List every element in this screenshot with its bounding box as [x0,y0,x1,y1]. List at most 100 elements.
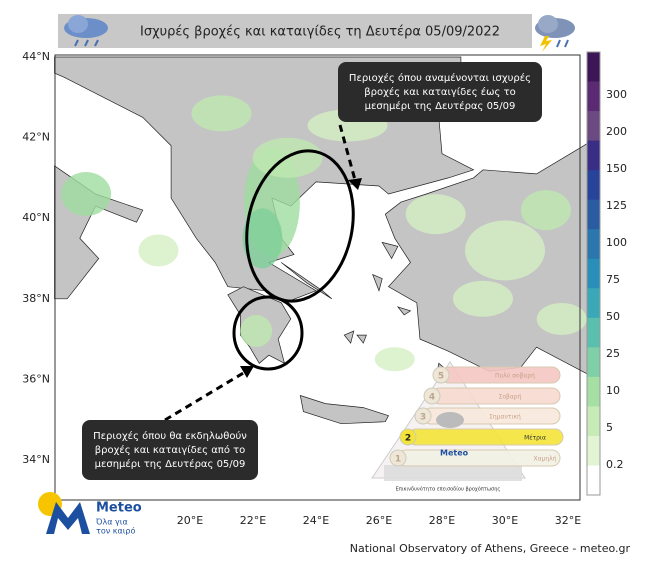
logo-tagline: Όλα για [95,517,128,527]
colorbar-segment [587,435,600,466]
rain-icon-left [64,15,108,47]
colorbar: 300 200 150 125 100 75 50 25 10 5 0.2 [586,51,627,496]
colorbar-segment [587,111,600,142]
annotation-line: βροχές και καταιγίδες έως το [364,86,515,98]
annotation-line: μεσημέρι της Δευτέρας 05/09 [95,458,246,470]
colorbar-label: 50 [606,310,620,323]
rain-area [374,347,415,372]
risk-label: Σημαντική [489,414,521,421]
colorbar-segment [587,52,600,83]
rain-area [452,280,513,317]
longitude-label: 20°E [177,514,203,527]
risk-badge [414,407,432,425]
logo-name: Meteo [96,501,142,516]
longitude-label: 22°E [240,514,266,527]
colorbar-label: 25 [606,347,620,360]
colorbar-segment [587,406,600,437]
risk-number: 1 [395,455,401,465]
title-bar [58,14,532,48]
colorbar-label: 300 [606,88,627,101]
landmass [381,241,399,260]
arrow-lower [164,370,246,422]
colorbar-label: 100 [606,236,627,249]
risk-badge [399,428,417,446]
storm-icon-right [535,15,575,52]
longitude-label: 24°E [303,514,329,527]
risk-number: 2 [405,434,411,444]
colorbar-segment [587,199,600,230]
risk-bar [431,387,561,405]
colorbar-label: 125 [606,199,627,212]
landmass [396,306,412,316]
colorbar-frame [586,51,601,496]
longitude-label: 32°E [555,514,581,527]
annotation-line: Περιοχές όπου θα εκδηλωθούν [93,430,247,442]
rain-field [61,95,587,372]
cloud-icon [436,412,464,428]
arrow-upper [338,124,357,181]
latitude-label: 38°N [22,292,50,305]
annotation-box [338,62,542,122]
colorbar-segment [587,317,600,348]
rain-area [61,172,112,217]
latitude-label: 40°N [22,211,50,224]
risk-label: Σοβαρή [499,394,522,401]
colorbar-label: 5 [606,421,613,434]
annotation-line: βροχές και καταιγίδες από το [95,444,246,456]
risk-number: 4 [429,393,435,403]
colorbar-label: 0.2 [606,458,624,471]
risk-badge [432,366,450,384]
risk-number: 5 [438,372,444,382]
risk-legend: 5 Πολύ σοβαρή 4 Σοβαρή 3 Σημαντική 2 Μέτρια 1 Χαμ… [371,361,564,493]
landmass [299,394,390,425]
title: Ισχυρές βροχές και καταιγίδες τη Δευτέρα… [140,25,500,40]
colorbar-label: 75 [606,273,620,286]
landmass [372,273,383,292]
arrow-head [348,178,362,190]
map-border [54,54,581,501]
risk-label: Πολύ σοβαρή [495,373,535,380]
logo [38,492,90,534]
colorbar-segment [587,170,600,201]
longitude-label: 26°E [366,514,392,527]
colorbar-segment [587,140,600,171]
colorbar-label: 200 [606,125,627,138]
latitude-label: 34°N [22,453,50,466]
logo-tagline: τον καιρό [96,526,135,536]
latitude-label: 36°N [22,372,50,385]
risk-number: 3 [420,413,426,423]
colorbar-label: 10 [606,384,620,397]
colorbar-segment [587,229,600,260]
rain-area [520,190,571,231]
colorbar-segment [587,347,600,378]
risk-brand: Meteo [440,449,469,458]
latitude-label: 44°N [22,50,50,63]
annotation-line: Περιοχές όπου αναμένονται ισχυρές [349,72,531,84]
landmass [356,334,367,344]
colorbar-segment [587,376,600,407]
risk-caption: Επικινδυνότητα επεισοδίου βροχόπτωσης [396,486,501,493]
latitude-label: 42°N [22,131,50,144]
colorbar-label: 150 [606,162,627,175]
longitude-label: 30°E [492,514,518,527]
risk-badge [389,449,407,467]
arrow-head [240,366,254,378]
colorbar-segment [587,258,600,289]
colorbar-segment [587,81,600,112]
rain-area [242,208,283,269]
risk-label: Μέτρια [524,435,546,442]
rain-area [405,194,466,235]
longitude-label: 28°E [429,514,455,527]
rain-area [138,234,179,267]
colorbar-segment [587,288,600,319]
colorbar-segment [587,465,600,496]
risk-badge [423,387,441,405]
rain-area [536,302,587,335]
highlight-south [232,295,304,371]
annotation-box [82,420,258,480]
rain-area [465,220,545,281]
landmass [343,330,355,344]
footer-credit: National Observatory of Athens, Greece -… [350,542,631,555]
risk-label: Χαμηλή [533,456,556,463]
